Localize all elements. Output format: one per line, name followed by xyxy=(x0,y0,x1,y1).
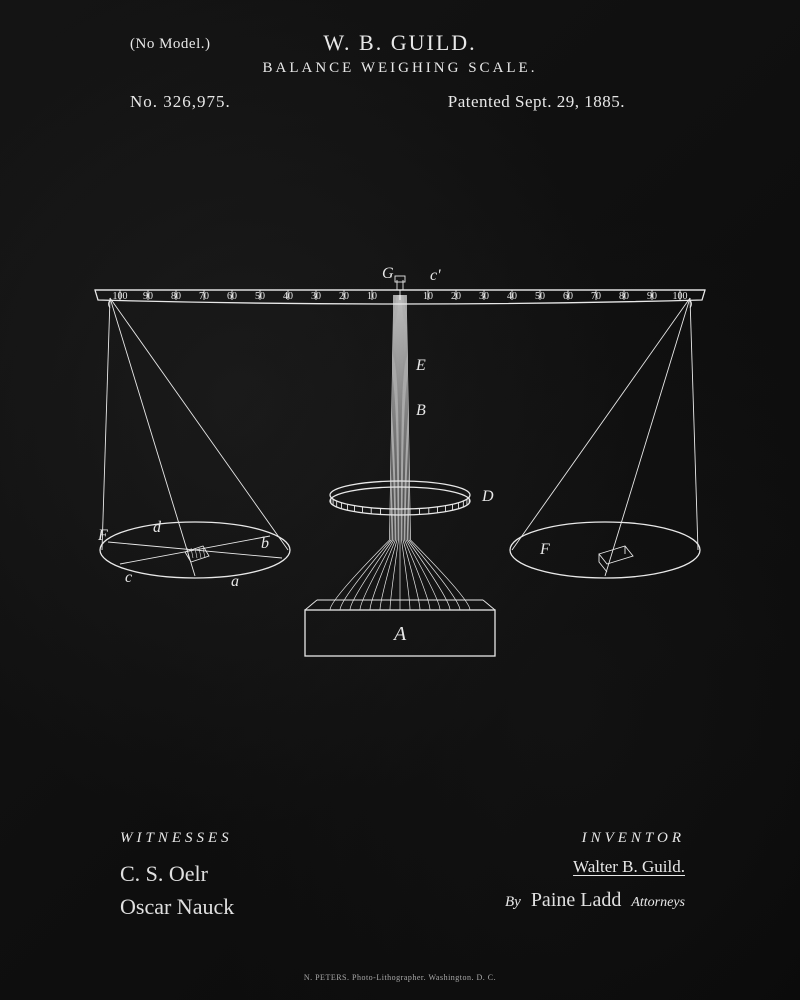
scale-diagram-svg: Gc' 10 20 30 40 50 60 70 80 90 100 10 20 30 40 50 60 70 80… xyxy=(40,180,760,700)
svg-text:c: c xyxy=(125,569,132,586)
patent-title: BALANCE WEIGHING SCALE. xyxy=(0,60,800,77)
svg-text:70: 70 xyxy=(199,291,209,302)
svg-text:80: 80 xyxy=(619,291,629,302)
svg-text:50: 50 xyxy=(535,291,545,302)
svg-text:G: G xyxy=(382,265,394,282)
svg-text:D: D xyxy=(481,488,494,505)
svg-text:100: 100 xyxy=(113,291,128,302)
svg-text:30: 30 xyxy=(479,291,489,302)
attorneys-label: Attorneys xyxy=(631,895,685,910)
inventor-block: INVENTOR Walter B. Guild. By Paine Ladd … xyxy=(455,830,685,915)
lithographer-note: N. PETERS. Photo-Lithographer. Washingto… xyxy=(0,973,800,982)
svg-text:d: d xyxy=(153,519,162,536)
svg-text:100: 100 xyxy=(673,291,688,302)
svg-text:F: F xyxy=(539,541,550,558)
svg-text:c': c' xyxy=(430,267,441,284)
patent-number: No. 326,975. xyxy=(130,92,231,112)
svg-text:20: 20 xyxy=(451,291,461,302)
svg-text:10: 10 xyxy=(423,291,433,302)
svg-text:60: 60 xyxy=(563,291,573,302)
witness-signature-1: C. S. Oelr xyxy=(120,857,340,890)
patent-page: (No Model.) W. B. GUILD. BALANCE WEIGHIN… xyxy=(0,0,800,1000)
svg-text:40: 40 xyxy=(507,291,517,302)
svg-text:70: 70 xyxy=(591,291,601,302)
inventor-heading: INVENTOR xyxy=(455,830,685,847)
svg-text:E: E xyxy=(415,357,426,374)
svg-text:90: 90 xyxy=(143,291,153,302)
patent-drawing: Gc' 10 20 30 40 50 60 70 80 90 100 10 20 30 40 50 60 70 80… xyxy=(40,180,760,700)
svg-text:10: 10 xyxy=(367,291,377,302)
by-label: By xyxy=(505,894,521,910)
svg-text:30: 30 xyxy=(311,291,321,302)
svg-text:a: a xyxy=(231,573,239,590)
svg-text:50: 50 xyxy=(255,291,265,302)
svg-text:90: 90 xyxy=(647,291,657,302)
svg-text:20: 20 xyxy=(339,291,349,302)
svg-text:A: A xyxy=(392,623,407,645)
svg-text:60: 60 xyxy=(227,291,237,302)
svg-text:F: F xyxy=(97,527,108,544)
patent-date: Patented Sept. 29, 1885. xyxy=(448,92,625,112)
svg-text:B: B xyxy=(416,402,426,419)
svg-text:80: 80 xyxy=(171,291,181,302)
svg-text:b: b xyxy=(261,535,269,552)
witnesses-block: WITNESSES C. S. Oelr Oscar Nauck xyxy=(120,830,340,923)
inventor-name-heading: W. B. GUILD. xyxy=(0,30,800,56)
attorney-signature: Paine Ladd xyxy=(531,889,622,911)
svg-text:40: 40 xyxy=(283,291,293,302)
witnesses-heading: WITNESSES xyxy=(120,830,340,847)
witness-signature-2: Oscar Nauck xyxy=(120,890,340,923)
inventor-printed-name: Walter B. Guild. xyxy=(455,857,685,877)
